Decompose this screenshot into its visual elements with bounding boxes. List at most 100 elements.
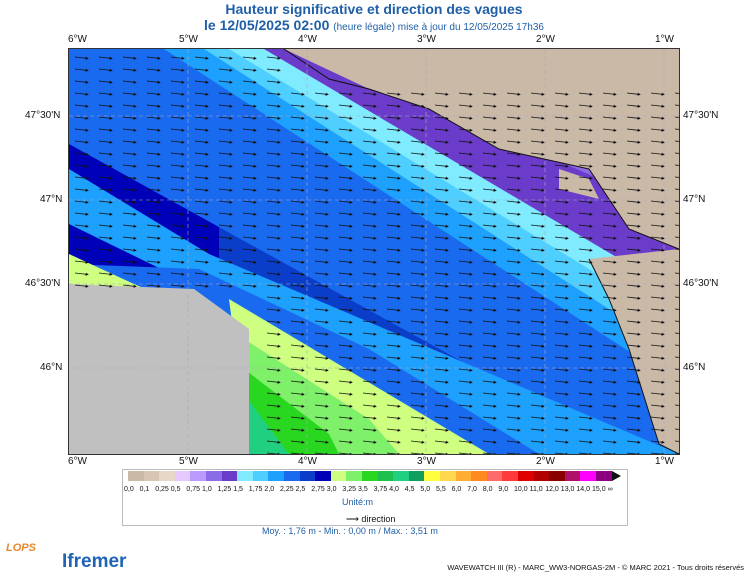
legend-swatch: [284, 471, 300, 481]
lops-logo: LOPS: [6, 542, 36, 554]
legend-tick-label: 3,25: [342, 486, 357, 493]
band-1-0: [264, 49, 679, 294]
lat-label-right-46: 46°N: [683, 362, 706, 373]
legend-swatch: [549, 471, 565, 481]
legend-swatch: [471, 471, 487, 481]
lat-label-left-4730: 47°30'N: [25, 110, 61, 121]
legend-tick-label: 15,0: [592, 486, 606, 493]
legend-swatch: [377, 471, 394, 481]
forecast-date: le 12/05/2025 02:00: [204, 17, 330, 33]
legend-swatch: [518, 471, 534, 481]
legend-swatch: [393, 471, 409, 481]
legend-swatch: [159, 471, 175, 481]
lon-label-top-1w: 1°W: [655, 34, 674, 45]
legend-tick-label: 1,75: [248, 486, 263, 493]
lat-label-right-47: 47°N: [683, 194, 706, 205]
legend-tick-label: 3,0: [326, 486, 337, 493]
legend-tick-label: 10,0: [514, 486, 528, 493]
lon-label-bottom-1w: 1°W: [655, 456, 674, 467]
legend-swatch: [346, 471, 362, 481]
band-1-75: [164, 49, 679, 384]
direction-arrows: [74, 56, 679, 454]
legend-swatch: [128, 471, 144, 481]
legend-tick-label: 5,5: [436, 486, 446, 493]
legend-swatch: [564, 471, 581, 481]
direction-arrow-icon: ⟶: [346, 514, 362, 524]
legend-swatch: [440, 471, 456, 481]
legend-swatch: [502, 471, 518, 481]
legend-tick-label: 13,0: [560, 486, 575, 493]
map-title: Hauteur significative et direction des v…: [225, 1, 523, 17]
lon-label-top-5w: 5°W: [179, 34, 198, 45]
lon-label-bottom-2w: 2°W: [536, 456, 555, 467]
legend-swatch: [486, 471, 503, 481]
legend-swatch: [408, 471, 425, 481]
lon-label-top-4w: 4°W: [298, 34, 317, 45]
legend-tick-label: 2,25: [280, 486, 294, 493]
stats-line: Moy. : 1,76 m - Min. : 0,00 m / Max. : 3…: [262, 526, 438, 536]
lon-label-bottom-6w: 6°W: [68, 456, 87, 467]
lat-label-right-4630: 46°30'N: [683, 278, 719, 289]
legend-tick-label: 0,0: [124, 486, 134, 493]
legend-direction: ⟶ direction: [346, 514, 395, 525]
legend-swatch: [268, 471, 284, 481]
legend-tick-label: 14,0: [576, 486, 591, 493]
legend-tick-label: 0,75: [186, 486, 201, 493]
legend-swatch: [424, 471, 440, 481]
lat-label-left-4630: 46°30'N: [25, 278, 61, 289]
no-data-area: [69, 284, 249, 454]
ifremer-logo: Ifremer: [62, 551, 127, 572]
legend-tick-label: 7,0: [467, 486, 477, 493]
lat-label-right-4730: 47°30'N: [683, 110, 719, 121]
legend-tick-label: 1,25: [217, 486, 232, 493]
legend-swatch: [221, 471, 238, 481]
legend-overflow-triangle: [611, 471, 621, 481]
legend-tick-label: 0,25: [155, 486, 169, 493]
legend-tick-label: 5,0: [420, 486, 431, 493]
legend-swatch: [596, 471, 612, 481]
legend-tick-label: ∞: [607, 486, 613, 493]
legend-direction-label: direction: [361, 514, 396, 524]
lon-label-bottom-3w: 3°W: [417, 456, 436, 467]
legend-unit: Unité:m: [342, 497, 374, 507]
map-canvas: [69, 49, 679, 454]
legend-swatch: [580, 471, 596, 481]
legend-tick-label: 0,1: [139, 486, 150, 493]
legend-tick-label: 1,5: [233, 486, 243, 493]
graticule: [69, 49, 679, 454]
legend-tick-label: 11,0: [529, 486, 543, 493]
legend-swatch: [455, 471, 472, 481]
legend-tick-label: 2,0: [264, 486, 275, 493]
land-brittany: [284, 49, 679, 249]
lon-label-top-3w: 3°W: [417, 34, 436, 45]
lon-label-bottom-4w: 4°W: [298, 456, 317, 467]
coastline: [283, 49, 679, 250]
legend-tick-label: 1,0: [202, 486, 212, 493]
land-vendee: [589, 249, 679, 454]
legend-tick-label: 4,0: [389, 486, 399, 493]
legend-tick-label: 2,5: [295, 486, 306, 493]
legend-swatch: [190, 471, 206, 481]
wave-height-map[interactable]: [68, 48, 680, 455]
lat-label-left-46: 46°N: [40, 362, 63, 373]
lon-label-bottom-5w: 5°W: [179, 456, 198, 467]
legend-swatch: [362, 471, 378, 481]
legend-tick-label: 0,5: [170, 486, 181, 493]
legend-swatch: [252, 471, 269, 481]
legend-swatch: [174, 471, 191, 481]
legend-tick-label: 2,75: [311, 486, 325, 493]
legend-swatch: [315, 471, 331, 481]
legend-swatch: [299, 471, 316, 481]
legend-tick-label: 4,5: [404, 486, 415, 493]
legend-tick-label: 9,0: [498, 486, 509, 493]
lat-label-left-47: 47°N: [40, 194, 63, 205]
lon-label-top-6w: 6°W: [68, 34, 87, 45]
update-note: (heure légale) mise à jour du 12/05/2025…: [333, 22, 544, 33]
legend-tick-label: 3,75: [373, 486, 388, 493]
legend-swatch: [330, 471, 347, 481]
legend-tick-label: 12,0: [545, 486, 559, 493]
legend-swatch: [143, 471, 160, 481]
map-subtitle: le 12/05/2025 02:00 (heure légale) mise …: [0, 17, 748, 33]
legend-tick-label: 6,0: [451, 486, 462, 493]
legend-swatch: [533, 471, 550, 481]
